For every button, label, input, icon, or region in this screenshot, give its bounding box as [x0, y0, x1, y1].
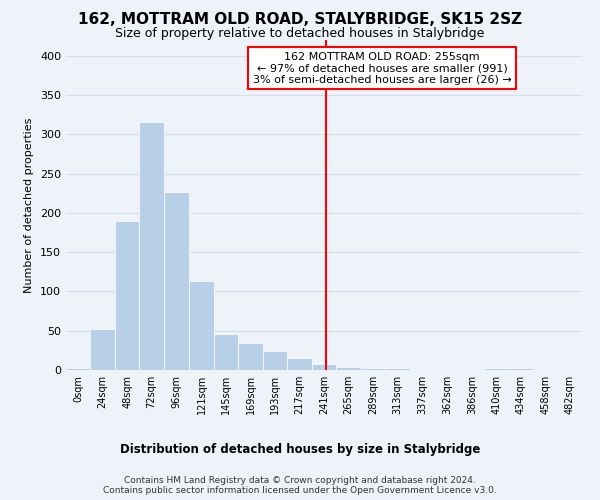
Text: 162 MOTTRAM OLD ROAD: 255sqm
← 97% of detached houses are smaller (991)
3% of se: 162 MOTTRAM OLD ROAD: 255sqm ← 97% of de… — [253, 52, 512, 85]
Bar — [164, 192, 190, 370]
Bar — [484, 368, 509, 370]
Bar — [115, 220, 139, 370]
Bar — [91, 329, 115, 370]
Text: Size of property relative to detached houses in Stalybridge: Size of property relative to detached ho… — [115, 28, 485, 40]
Text: 162, MOTTRAM OLD ROAD, STALYBRIDGE, SK15 2SZ: 162, MOTTRAM OLD ROAD, STALYBRIDGE, SK15… — [78, 12, 522, 28]
Bar — [336, 367, 361, 370]
Bar — [385, 368, 410, 370]
Bar — [410, 369, 435, 370]
Bar — [190, 281, 214, 370]
Y-axis label: Number of detached properties: Number of detached properties — [25, 118, 34, 292]
Bar — [214, 334, 238, 370]
Bar — [238, 344, 263, 370]
Text: Contains HM Land Registry data © Crown copyright and database right 2024.
Contai: Contains HM Land Registry data © Crown c… — [103, 476, 497, 495]
Bar — [139, 122, 164, 370]
Bar — [263, 351, 287, 370]
Bar — [66, 368, 91, 370]
Bar — [509, 368, 533, 370]
Bar — [312, 364, 336, 370]
Bar — [287, 358, 312, 370]
Bar — [361, 368, 385, 370]
Text: Distribution of detached houses by size in Stalybridge: Distribution of detached houses by size … — [120, 442, 480, 456]
